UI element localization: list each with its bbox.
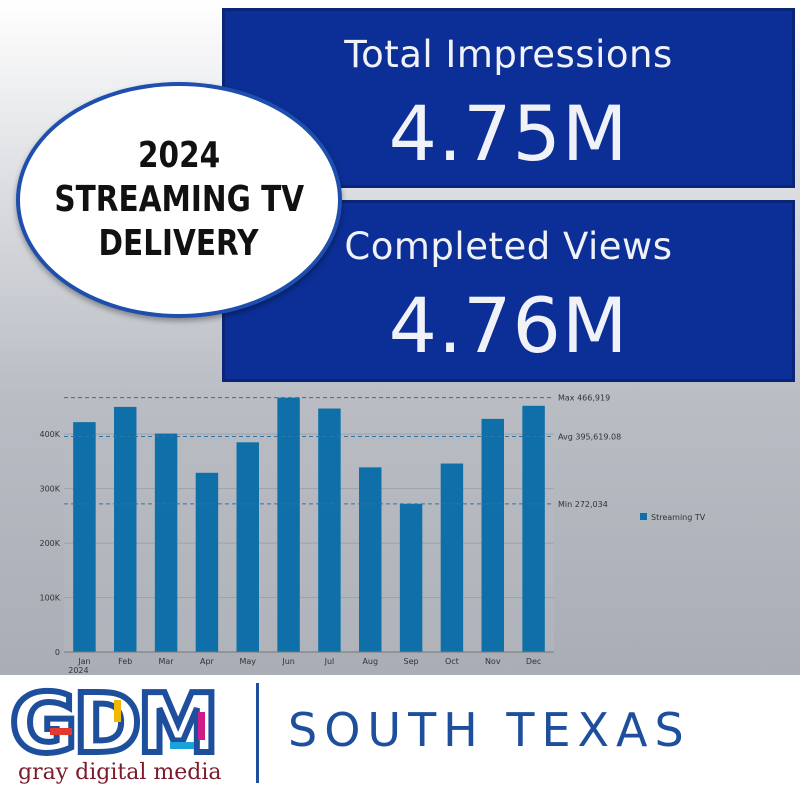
x-tick-label: Apr (200, 657, 215, 666)
bar (195, 472, 219, 652)
bar (318, 408, 341, 652)
kpi-total-impressions: Total Impressions 4.75M (222, 8, 795, 188)
footer-divider (256, 683, 259, 783)
legend-swatch (640, 513, 647, 520)
bar (236, 442, 259, 652)
kpi-value: 4.76M (388, 281, 629, 370)
x-tick-label: Aug (362, 657, 378, 666)
x-tick-label: Mar (159, 657, 175, 666)
x-tick-label: Sep (404, 657, 419, 666)
bar (481, 418, 504, 652)
reference-line-label: Max 466,919 (558, 394, 610, 403)
kpi-label: Total Impressions (344, 33, 673, 76)
y-tick-label: 100K (39, 594, 60, 603)
x-tick-label: Dec (526, 657, 541, 666)
x-tick-label: Jan (77, 657, 90, 666)
title-badge: 2024 STREAMING TV DELIVERY (16, 82, 342, 318)
badge-subtitle: DELIVERY (99, 223, 259, 264)
region-name: SOUTH TEXAS (288, 703, 691, 757)
bar (440, 463, 464, 652)
bar (277, 397, 300, 652)
bar (114, 406, 137, 652)
kpi-label: Completed Views (344, 225, 673, 268)
x-tick-label: Jun (281, 657, 295, 666)
bar (522, 405, 545, 652)
reference-line-label: Min 272,034 (558, 500, 608, 509)
logo-accent-red (50, 728, 72, 735)
plot-area (64, 396, 554, 652)
monthly-bar-chart: 0 100K 200K 300K 400K Jan Feb Mar Apr May Jun Jul Au… (39, 394, 706, 675)
x-tick-label: May (239, 657, 256, 666)
badge-title: STREAMING TV (54, 179, 304, 220)
logo-wordmark: gray digital media (18, 760, 222, 785)
logo-accent-yellow (114, 700, 121, 722)
logo-accent-magenta (198, 712, 205, 740)
x-tick-label: Jul (324, 657, 335, 666)
y-tick-label: 0 (55, 648, 60, 657)
y-tick-label: 300K (39, 485, 60, 494)
bar (73, 422, 96, 652)
logo-accent-cyan (170, 742, 194, 749)
gdm-logo: GDM (10, 682, 222, 760)
kpi-value: 4.75M (388, 89, 629, 178)
reference-line-label: Avg 395,619.08 (558, 433, 621, 442)
bar (399, 503, 423, 652)
x-tick-sublabel: 2024 (68, 666, 88, 675)
y-tick-label: 400K (39, 430, 60, 439)
bar (359, 467, 382, 652)
bar (154, 433, 178, 652)
legend-label: Streaming TV (651, 513, 706, 522)
x-tick-label: Oct (445, 657, 459, 666)
x-tick-label: Nov (485, 657, 501, 666)
y-tick-label: 200K (39, 539, 60, 548)
badge-year: 2024 (137, 135, 221, 176)
x-tick-label: Feb (118, 657, 132, 666)
footer (0, 675, 800, 800)
